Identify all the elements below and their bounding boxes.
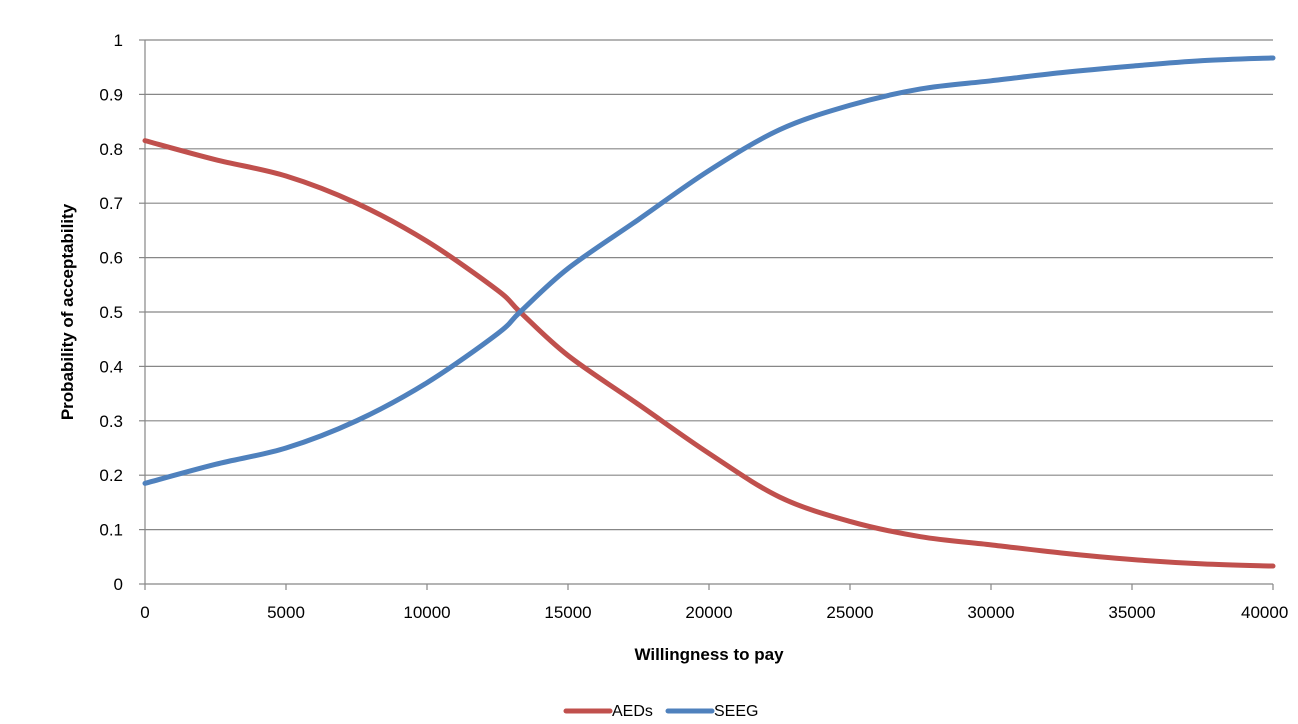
series-lines (142, 55, 1276, 569)
x-tick-label: 35000 (1108, 603, 1155, 622)
y-tick-label: 0.7 (99, 194, 123, 213)
legend: AEDs SEEG (563, 703, 758, 720)
legend-label-seeg: SEEG (714, 703, 758, 720)
legend-label-aeds: AEDs (612, 703, 653, 720)
x-tick-label: 25000 (826, 603, 873, 622)
y-tick-label: 0.3 (99, 412, 123, 431)
y-tick-label: 0.9 (99, 85, 123, 104)
grid-lines (145, 39, 1273, 531)
y-tick-label: 0.2 (99, 466, 123, 485)
y-tick-label: 1 (114, 31, 123, 50)
x-tick-label: 5000 (267, 603, 305, 622)
y-axis-title: Probability of acceptability (58, 203, 77, 420)
x-axis-title: Willingness to pay (634, 645, 784, 664)
y-tick-label: 0.8 (99, 140, 123, 159)
x-tick-label: 20000 (685, 603, 732, 622)
series-line-aeds (142, 138, 1276, 569)
tick-labels: 0 0.1 0.2 0.3 0.4 0.5 0.6 0.7 0.8 0.9 1 0 5000 10000 1… (99, 31, 1288, 622)
y-tick-label: 0.5 (99, 303, 123, 322)
series-line-seeg (142, 55, 1276, 486)
x-tick-label: 30000 (967, 603, 1014, 622)
x-tick-label: 15000 (544, 603, 591, 622)
y-tick-label: 0.6 (99, 249, 123, 268)
x-tick-label: 0 (140, 603, 149, 622)
y-tick-label: 0.4 (99, 357, 123, 376)
y-tick-label: 0.1 (99, 521, 123, 540)
x-tick-label: 40000 (1241, 603, 1288, 622)
axes (139, 39, 1274, 590)
y-tick-label: 0 (114, 575, 123, 594)
x-tick-label: 10000 (403, 603, 450, 622)
